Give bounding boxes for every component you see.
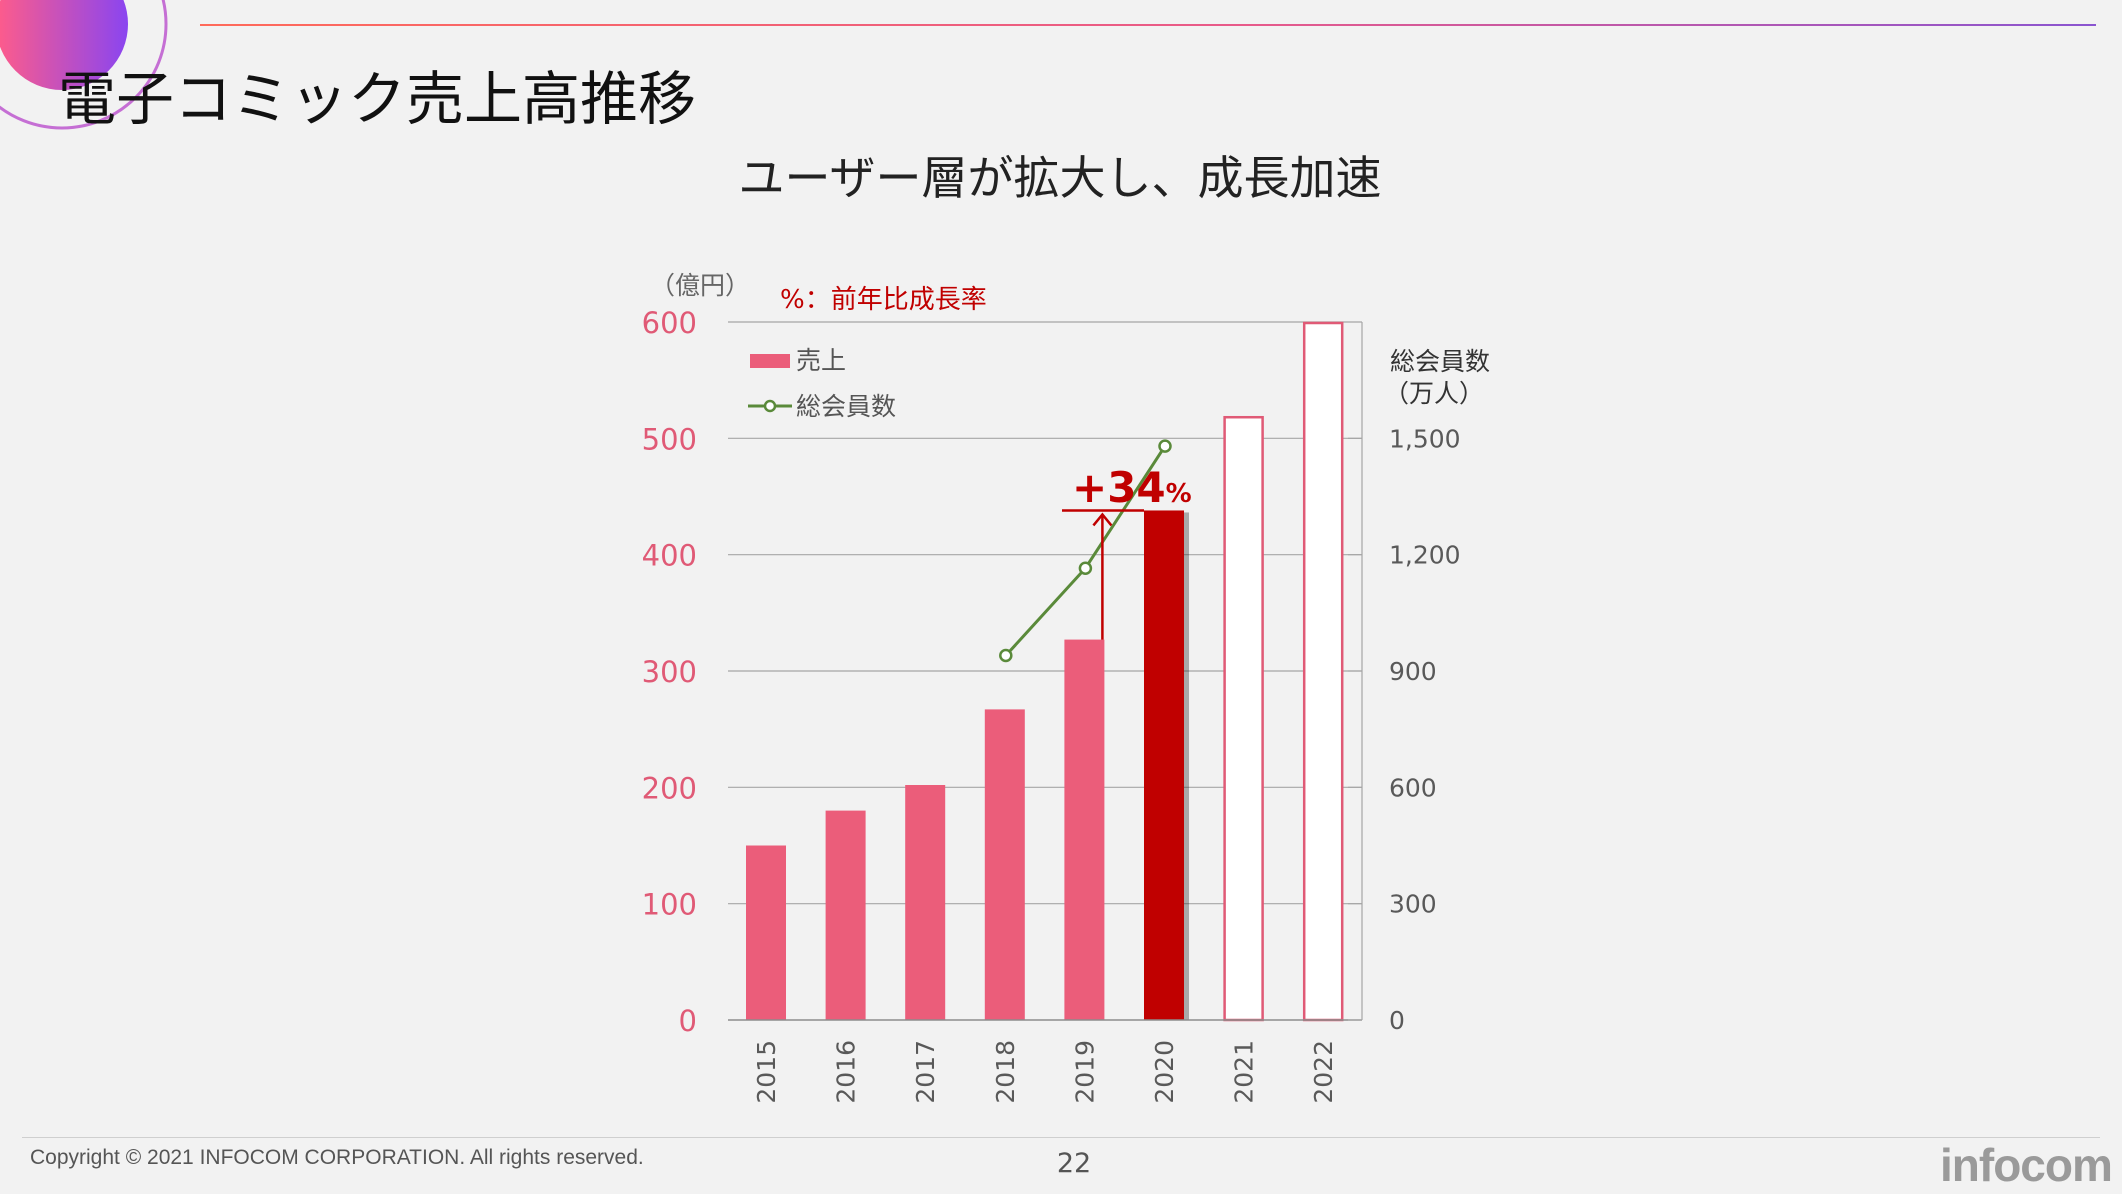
left-tick-500: 500	[642, 422, 697, 456]
legend-label-sales: 売上	[796, 346, 846, 375]
accent-circle	[0, 0, 128, 90]
slide-title: 電子コミック売上高推移	[58, 65, 697, 133]
bar-2018	[984, 709, 1025, 1020]
left-tick-300: 300	[642, 655, 697, 689]
bar-2020	[1144, 510, 1184, 1020]
left-tick-100: 100	[642, 888, 697, 922]
right-tick-900: 900	[1389, 657, 1437, 686]
legend-bar-swatch	[750, 354, 790, 368]
legend-label-members: 総会員数	[796, 392, 896, 421]
footer-copyright: Copyright © 2021 INFOCOM CORPORATION. Al…	[30, 1146, 644, 1169]
members-point-2020	[1158, 439, 1172, 453]
growth-rate-value: +34%	[1072, 463, 1192, 512]
right-axis-label-line2: （万人）	[1384, 379, 1484, 408]
left-tick-400: 400	[642, 539, 697, 573]
header-rule	[200, 24, 2096, 26]
growth-arrow-head	[1092, 512, 1113, 527]
right-tick-1,200: 1,200	[1389, 541, 1461, 570]
bar-2019	[1064, 639, 1105, 1020]
bar-2017	[905, 785, 946, 1020]
category-label-2022: 2022	[1309, 1040, 1338, 1104]
category-label-2017: 2017	[911, 1040, 940, 1104]
page-number: 22	[1056, 1148, 1092, 1179]
right-tick-1,500: 1,500	[1389, 424, 1461, 453]
header-decoration	[0, 0, 2096, 130]
growth-rate-note: %：前年比成長率	[780, 285, 987, 315]
growth-rate-suffix: %	[1166, 479, 1192, 509]
members-point-2018	[999, 648, 1013, 663]
line-layer	[999, 439, 1172, 663]
left-tick-600: 600	[642, 306, 697, 340]
footer-rule	[22, 1137, 2100, 1138]
members-point-2019	[1078, 561, 1093, 575]
bar-2022	[1302, 321, 1344, 1022]
left-tick-0: 0	[679, 1004, 697, 1038]
category-label-2020: 2020	[1150, 1040, 1179, 1104]
right-tick-300: 300	[1389, 890, 1437, 919]
company-logo: infocom	[1940, 1139, 2113, 1191]
category-label-2016: 2016	[832, 1040, 861, 1104]
legend-line-marker	[763, 399, 777, 413]
growth-rate-number: +34	[1072, 463, 1166, 512]
axis-layer: 0 100 200 300 400 500 600 0 300 600 900 1,200 1,500 2…	[642, 306, 1461, 1104]
bar-2015	[746, 845, 786, 1020]
category-label-2021: 2021	[1230, 1040, 1259, 1104]
slide-subtitle: ユーザー層が拡大し、成長加速	[738, 151, 1382, 205]
bar-2016	[825, 810, 866, 1020]
right-tick-0: 0	[1389, 1006, 1405, 1035]
left-axis-unit: （億円）	[650, 271, 750, 300]
category-label-2019: 2019	[1070, 1040, 1099, 1104]
right-tick-600: 600	[1389, 773, 1437, 802]
category-label-2015: 2015	[752, 1040, 781, 1104]
right-axis-label-line1: 総会員数	[1390, 347, 1490, 376]
category-label-2018: 2018	[991, 1040, 1020, 1104]
left-tick-200: 200	[642, 771, 697, 805]
growth-annotation: +34%	[1062, 463, 1192, 640]
accent-ring	[0, 0, 168, 130]
bar-2021	[1223, 415, 1264, 1022]
bar-layer	[746, 321, 1344, 1022]
